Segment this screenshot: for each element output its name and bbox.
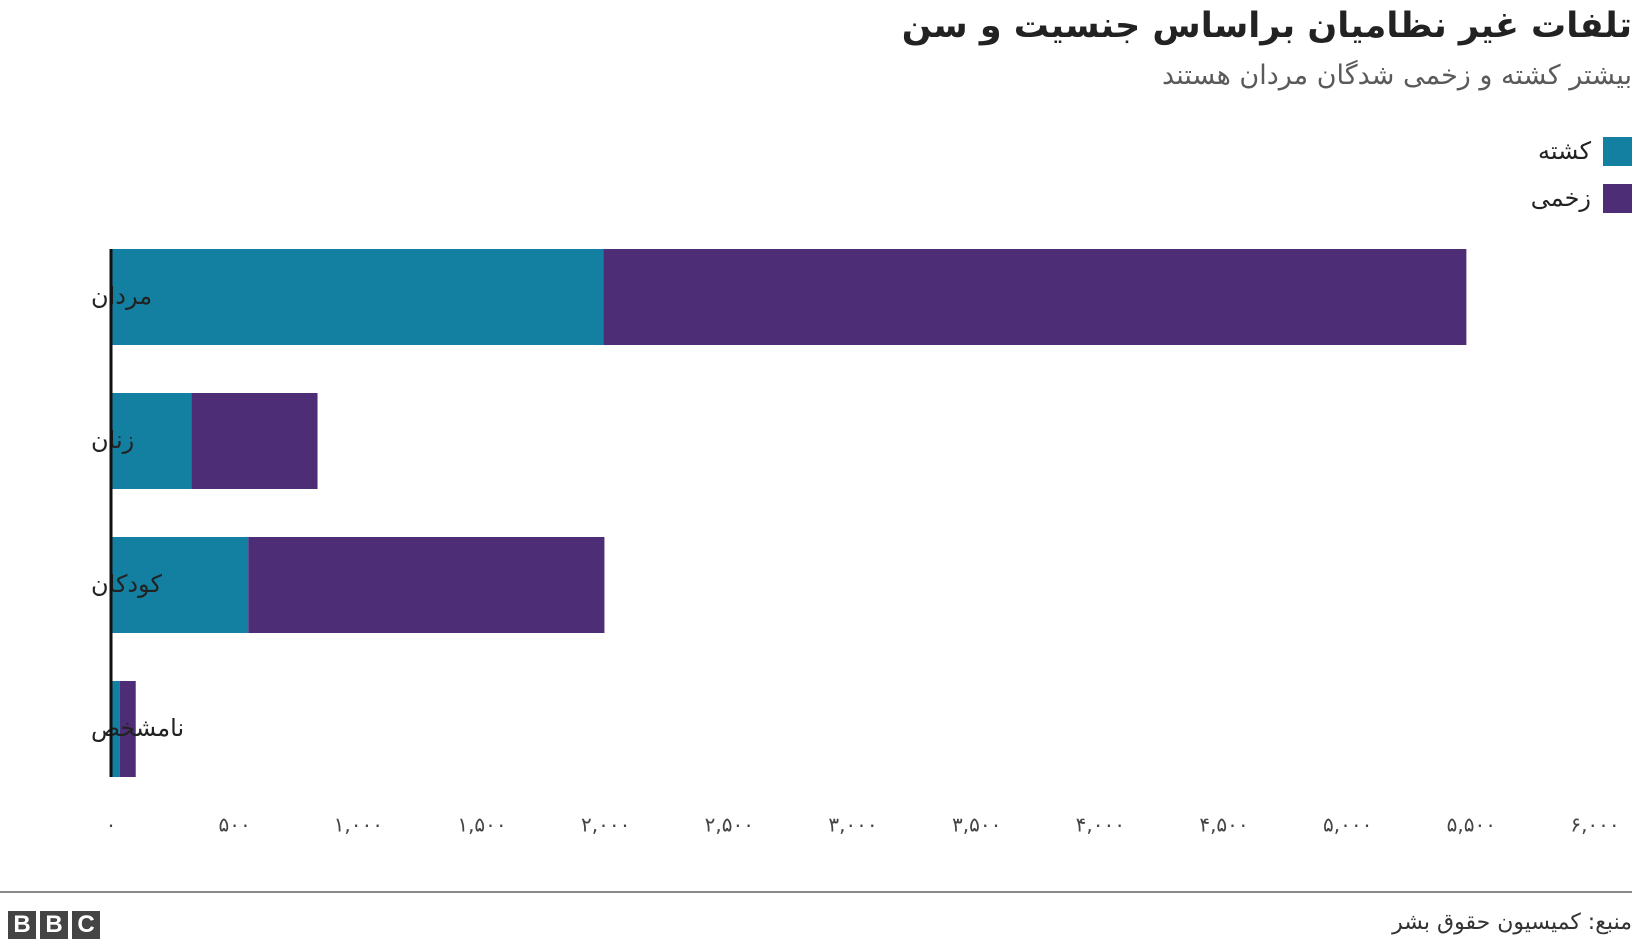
- legend-label-killed: کشته: [1538, 137, 1591, 165]
- bar-segment-killed: [111, 249, 604, 345]
- chart-title: تلفات غیر نظامیان براساس جنسیت و سن: [901, 6, 1632, 46]
- bar-segment-killed: [111, 537, 249, 633]
- legend-item-injured: زخمی: [1531, 183, 1632, 213]
- legend-swatch-killed: [1603, 136, 1632, 166]
- bar-segment-killed: [111, 393, 192, 489]
- category-label: زنان: [91, 426, 134, 454]
- x-tick-label: ۳,۰۰۰: [828, 813, 877, 837]
- bbc-logo-letter: C: [72, 911, 100, 939]
- x-tick-label: ۲,۵۰۰: [705, 813, 754, 837]
- chart-subtitle: بیشتر کشته و زخمی شدگان مردان هستند: [1162, 60, 1632, 91]
- x-tick-label: ۵,۰۰۰: [1323, 813, 1372, 837]
- category-label: نامشخص: [91, 714, 184, 742]
- legend-label-injured: زخمی: [1530, 184, 1591, 212]
- footer-divider: [0, 891, 1632, 893]
- bbc-logo: B B C: [8, 911, 100, 939]
- bbc-logo-letter: B: [40, 911, 68, 939]
- x-tick-label: ۵,۵۰۰: [1447, 813, 1496, 837]
- x-tick-label: ۱,۰۰۰: [334, 813, 383, 837]
- category-label: مردان: [91, 282, 152, 310]
- bar-chart: مردان زنان کودکان نامشخص ۰ ۵۰۰ ۱,۰۰۰ ۱,۵۰۰ ۲,۰۰۰…: [91, 249, 1620, 837]
- x-tick-label: ۱,۵۰۰: [457, 813, 506, 837]
- bar-segment-injured: [119, 681, 136, 777]
- bbc-logo-letter: B: [8, 911, 36, 939]
- legend-item-killed: کشته: [1538, 136, 1632, 166]
- x-tick-label: ۴,۰۰۰: [1076, 813, 1125, 837]
- x-tick-label: ۳,۵۰۰: [952, 813, 1001, 837]
- category-label: کودکان: [91, 570, 162, 598]
- x-tick-label: ۶,۰۰۰: [1570, 813, 1619, 837]
- x-tick-label: ۰: [106, 813, 117, 837]
- x-tick-label: ۲,۰۰۰: [581, 813, 630, 837]
- source-note: منبع: کمیسیون حقوق بشر: [1392, 910, 1632, 935]
- bar-segment-injured: [603, 249, 1467, 345]
- chart-legend: کشته زخمی: [1332, 136, 1632, 228]
- bar-segment-injured: [248, 537, 605, 633]
- x-tick-label: ۴,۵۰۰: [1199, 813, 1248, 837]
- legend-swatch-injured: [1603, 183, 1632, 213]
- bar-segment-killed: [111, 681, 120, 777]
- x-tick-label: ۵۰۰: [219, 813, 251, 837]
- bar-segment-injured: [191, 393, 318, 489]
